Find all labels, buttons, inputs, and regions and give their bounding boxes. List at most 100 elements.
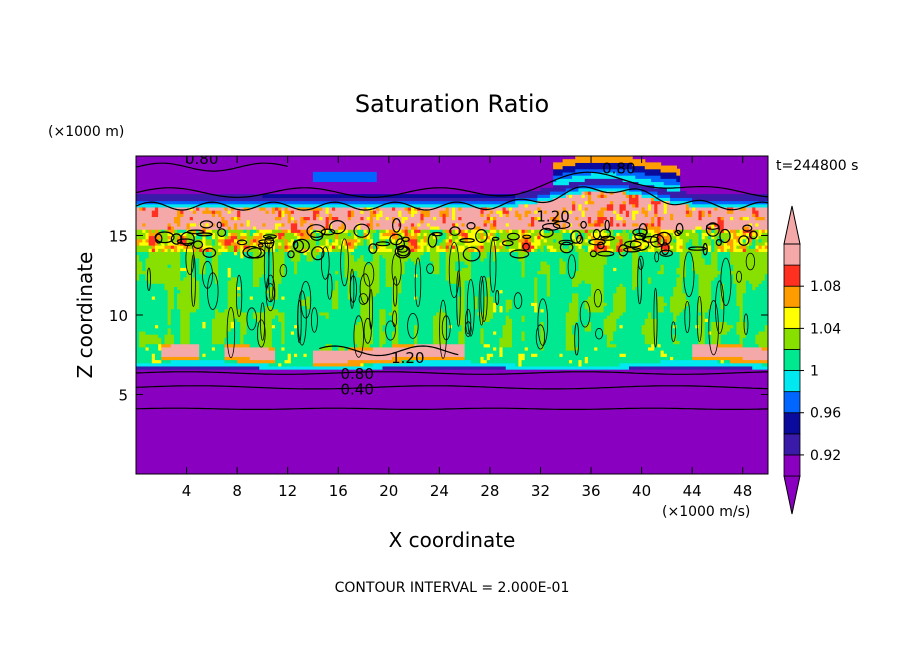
field-cell xyxy=(224,343,251,348)
field-cell xyxy=(733,273,766,278)
field-cell xyxy=(287,238,292,243)
field-cell xyxy=(391,356,466,361)
field-cell xyxy=(657,340,674,345)
field-cell xyxy=(363,229,368,233)
field-cell xyxy=(651,222,655,227)
field-cell xyxy=(679,254,687,259)
field-cell xyxy=(477,235,482,240)
field-cell xyxy=(622,283,633,287)
field-cell xyxy=(496,210,504,214)
field-cell xyxy=(505,365,630,370)
field-cell xyxy=(711,327,731,332)
field-cell xyxy=(458,245,466,249)
field-cell xyxy=(568,302,579,307)
field-cell xyxy=(404,235,418,240)
field-row xyxy=(136,216,768,221)
field-cell xyxy=(148,238,159,243)
field-cell xyxy=(711,283,722,287)
field-cell xyxy=(401,222,412,227)
field-row xyxy=(136,232,768,237)
field-cell xyxy=(284,334,355,338)
field-cell xyxy=(692,210,700,214)
field-cell xyxy=(641,194,658,198)
field-cell xyxy=(736,292,744,297)
field-cell xyxy=(704,311,741,316)
field-cell xyxy=(603,308,614,313)
field-cell xyxy=(303,248,308,252)
field-cell xyxy=(170,327,181,332)
field-cell xyxy=(480,330,485,335)
field-cell xyxy=(698,213,703,218)
field-cell xyxy=(565,311,579,316)
field-cell xyxy=(376,210,380,214)
field-cell xyxy=(259,276,273,281)
field-cell xyxy=(502,245,507,249)
field-cell xyxy=(439,213,444,218)
field-row xyxy=(136,362,768,367)
colorbar-swatch xyxy=(783,391,801,414)
field-cell xyxy=(575,343,608,348)
field-cell xyxy=(610,216,614,221)
field-row xyxy=(136,295,768,300)
field-cell xyxy=(489,343,500,348)
field-cell xyxy=(439,264,447,268)
field-cell xyxy=(259,340,273,345)
field-cell xyxy=(540,321,545,326)
field-cell xyxy=(707,318,741,322)
field-cell xyxy=(237,318,248,322)
field-cell xyxy=(205,206,210,211)
field-cell xyxy=(252,295,270,300)
field-cell xyxy=(142,267,147,272)
field-cell xyxy=(723,238,728,243)
field-cell xyxy=(192,257,200,262)
field-cell xyxy=(170,343,200,348)
field-cell xyxy=(294,210,314,214)
field-row xyxy=(136,267,768,272)
field-cell xyxy=(625,308,658,313)
field-cell xyxy=(565,318,579,322)
field-cell xyxy=(312,225,324,230)
field-cell xyxy=(704,315,741,319)
field-cell xyxy=(300,219,308,224)
field-cell xyxy=(398,337,415,342)
field-cell xyxy=(151,248,156,252)
field-cell xyxy=(259,324,273,329)
field-cell xyxy=(606,260,633,265)
field-cell xyxy=(692,200,768,205)
contour-cell xyxy=(326,273,333,300)
field-cell xyxy=(745,283,753,287)
field-cell xyxy=(733,324,737,329)
field-cell xyxy=(600,235,608,240)
field-cell xyxy=(202,241,207,246)
field-cell xyxy=(591,197,630,202)
field-cell xyxy=(628,235,633,240)
field-cell xyxy=(647,248,655,252)
field-cell xyxy=(578,251,611,256)
field-cell xyxy=(145,232,150,237)
field-cell xyxy=(654,241,658,246)
field-cell xyxy=(464,334,482,338)
field-cell xyxy=(480,210,485,214)
field-cell xyxy=(354,213,371,218)
field-cell xyxy=(278,292,333,297)
field-cell xyxy=(350,216,361,221)
field-cell xyxy=(398,302,459,307)
field-cell xyxy=(502,349,662,354)
contour-cell xyxy=(154,231,175,244)
field-cell xyxy=(531,353,538,357)
field-cell xyxy=(657,238,662,243)
field-cell xyxy=(148,346,159,351)
field-cell xyxy=(192,270,200,275)
field-cell xyxy=(227,334,241,338)
field-cell xyxy=(202,321,207,326)
field-cell xyxy=(385,238,390,243)
field-cell xyxy=(401,359,415,364)
field-cell xyxy=(619,283,624,287)
field-cell xyxy=(281,213,286,218)
field-cell xyxy=(455,267,463,272)
field-cell xyxy=(565,229,570,233)
field-cell xyxy=(373,334,380,338)
field-cell xyxy=(271,340,282,345)
field-cell xyxy=(303,251,308,256)
field-cell xyxy=(205,260,213,265)
